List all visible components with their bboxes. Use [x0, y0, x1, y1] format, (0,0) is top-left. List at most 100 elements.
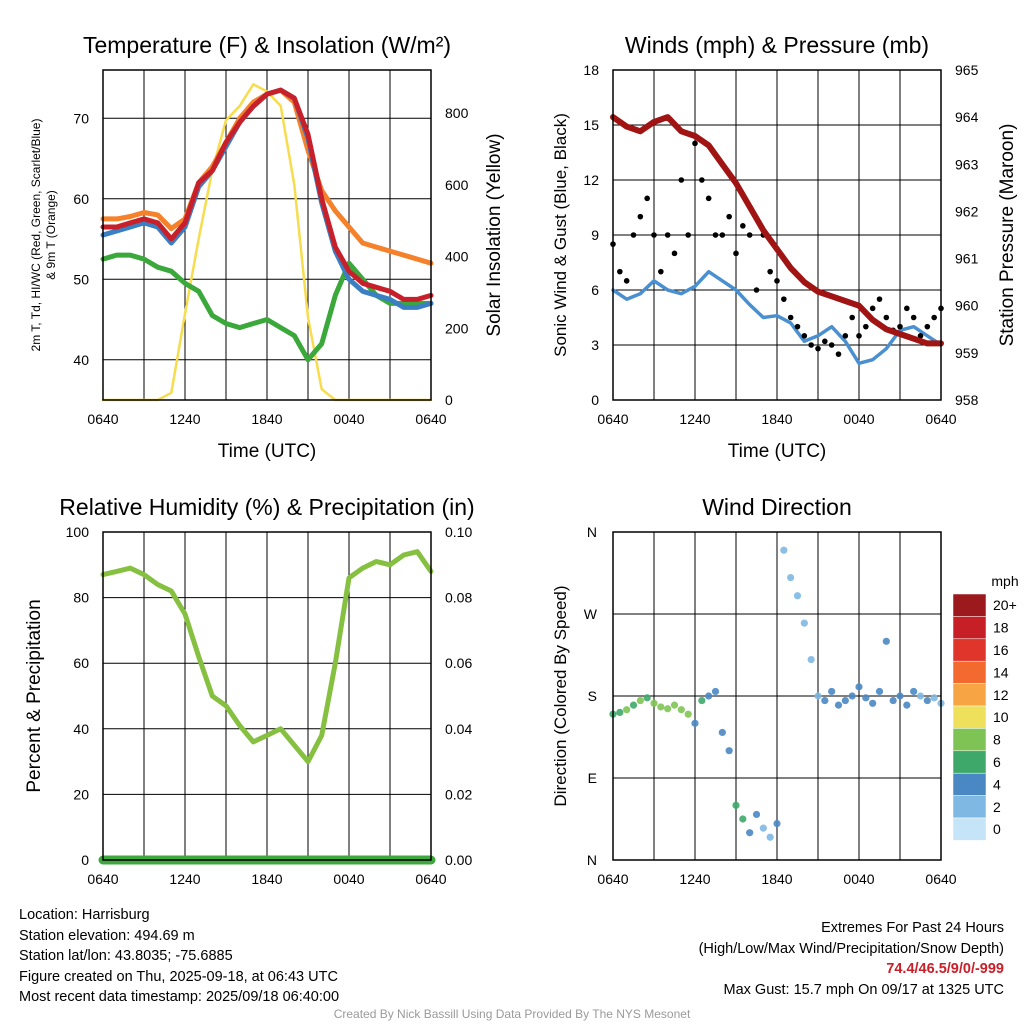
- direction-point: [616, 708, 624, 717]
- x-tick-label: 0640: [415, 411, 446, 427]
- direction-point: [766, 833, 774, 841]
- gust-point: [924, 323, 931, 330]
- y-tick-label: N: [587, 524, 597, 540]
- gust-point: [883, 314, 890, 321]
- x-tick-label: 0040: [333, 411, 364, 427]
- legend-label: 2: [993, 799, 1001, 815]
- legend-swatch: [952, 817, 987, 841]
- direction-point: [773, 819, 781, 828]
- x-tick-label: 0640: [87, 411, 118, 427]
- legend-swatch: [952, 728, 987, 752]
- direction-point: [910, 687, 918, 696]
- y-tick-label: 50: [73, 271, 89, 287]
- x-tick-label: 1840: [761, 871, 792, 887]
- y2-tick-label: 959: [955, 345, 979, 361]
- gust-point: [630, 232, 637, 238]
- humidity-panel: 0640 1240 1840 0040 0640 Relative Humidity (%…: [24, 494, 475, 887]
- x-tick-label: 0040: [843, 871, 874, 887]
- direction-point: [664, 705, 672, 713]
- x-tick-label: 0640: [415, 871, 446, 887]
- direction-point: [793, 592, 802, 600]
- y-tick-label: 18: [583, 62, 599, 78]
- gust-point: [801, 333, 808, 339]
- plot-frame: [612, 531, 942, 861]
- direction-point: [848, 692, 856, 700]
- direction-point: [923, 696, 931, 705]
- gust-point: [863, 323, 869, 330]
- station-latlon: Station lat/lon: 43.8035; -75.6885: [19, 948, 233, 964]
- temperature-panel: 0640 1240 1840 0040 0640 Temperature (F) & In…: [29, 32, 505, 462]
- gust-point: [637, 213, 644, 220]
- gust-point: [917, 333, 924, 339]
- gust-point: [678, 177, 685, 183]
- gust-point: [746, 232, 753, 238]
- gust-point: [740, 223, 746, 229]
- gust-point: [835, 351, 842, 357]
- y2-tick-label: 200: [445, 320, 469, 336]
- y-tick-label: 12: [583, 172, 599, 188]
- direction-point: [841, 696, 849, 705]
- direction-point: [752, 810, 761, 819]
- series-line-humidity: [100, 549, 434, 765]
- gust-point: [664, 232, 671, 238]
- station-location: Location: Harrisburg: [19, 907, 150, 923]
- direction-point: [834, 701, 843, 709]
- direction-point: [807, 655, 815, 664]
- gust-point: [815, 345, 821, 352]
- direction-point: [698, 696, 706, 705]
- y2-tick-label: 400: [445, 249, 469, 265]
- plot-frame: [102, 531, 432, 861]
- y-tick-label: 100: [66, 524, 90, 540]
- winds-panel: 0640 1240 1840 0040 0640 Winds (mph) & Pressu…: [551, 32, 1018, 462]
- y2-tick-label: 958: [955, 392, 979, 408]
- x-tick-label: 0040: [333, 871, 364, 887]
- direction-point: [629, 701, 638, 709]
- y-axis-label: Direction (Colored By Speed): [551, 585, 570, 806]
- y-tick-label: 6: [591, 282, 599, 298]
- direction-point: [650, 699, 658, 707]
- y-tick-label: 60: [73, 655, 89, 671]
- x-axis-label: Time (UTC): [218, 441, 317, 462]
- direction-point: [705, 692, 713, 700]
- series-line-wind: [611, 269, 943, 366]
- gust-point: [849, 314, 855, 321]
- y2-tick-label: 964: [955, 109, 979, 125]
- gust-point: [910, 314, 917, 321]
- gust-point: [726, 213, 732, 220]
- x-tick-label: 1240: [679, 871, 710, 887]
- y2-tick-label: 963: [955, 156, 979, 172]
- direction-point: [732, 801, 740, 809]
- plot-frame: [612, 69, 942, 401]
- gust-point: [774, 278, 780, 284]
- gust-point: [897, 323, 903, 330]
- direction-point: [889, 696, 897, 705]
- legend-swatch: [952, 750, 987, 774]
- direction-point: [684, 710, 692, 718]
- direction-point: [643, 694, 651, 702]
- direction-point: [657, 703, 665, 711]
- direction-point: [930, 694, 938, 702]
- series-line-red: [100, 87, 434, 302]
- gust-point: [904, 305, 910, 312]
- y2-tick-label: 800: [445, 105, 469, 121]
- direction-point: [677, 706, 685, 714]
- y2-tick-label: 965: [955, 62, 979, 78]
- direction-point: [814, 692, 822, 700]
- gust-point: [705, 195, 712, 202]
- direction-point: [862, 694, 870, 702]
- max-gust: Max Gust: 15.7 mph On 09/17 at 1325 UTC: [723, 981, 1004, 998]
- station-elevation: Station elevation: 494.69 m: [19, 927, 195, 944]
- legend-swatch: [952, 638, 987, 662]
- direction-point: [903, 701, 911, 709]
- legend-title: mph: [991, 573, 1018, 589]
- direction-point: [800, 619, 808, 627]
- y2-tick-label: 600: [445, 177, 469, 193]
- x-tick-label: 1840: [251, 411, 282, 427]
- legend-label: 18: [993, 620, 1009, 636]
- direction-point: [869, 699, 877, 707]
- y-tick-label: 0: [591, 392, 599, 408]
- direction-point: [725, 747, 733, 755]
- y-tick-label: 15: [583, 117, 599, 133]
- y2-tick-label: 0.00: [445, 852, 472, 868]
- x-tick-label: 1240: [169, 411, 200, 427]
